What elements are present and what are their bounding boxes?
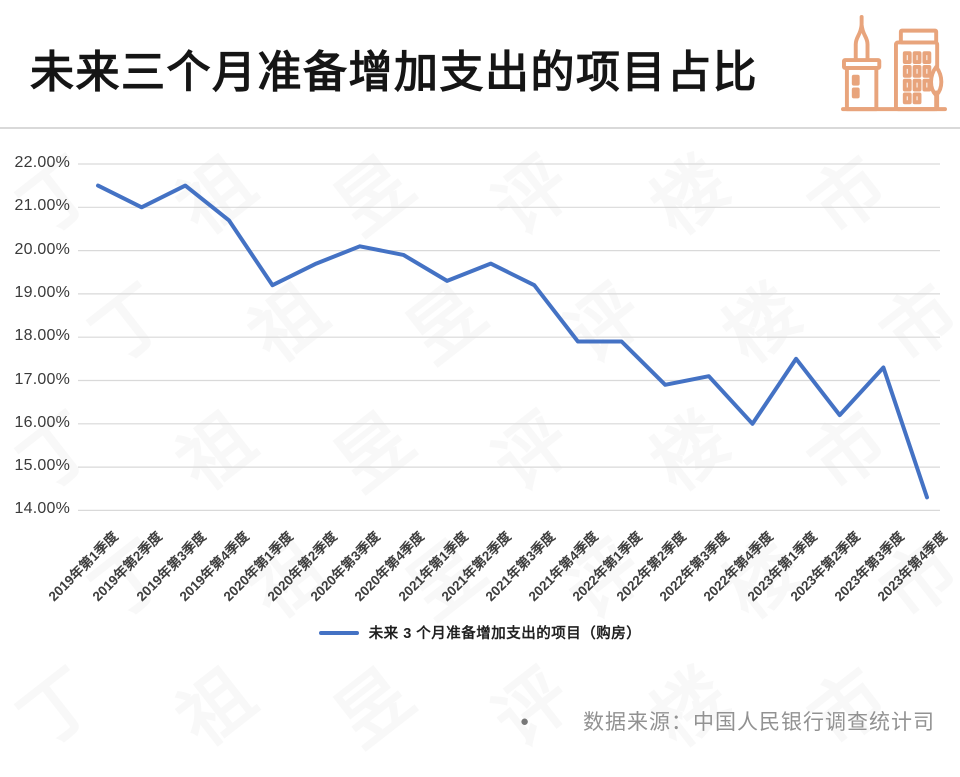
source-row: ● 数据来源：中国人民银行调查统计司 — [520, 706, 935, 736]
legend-line-swatch — [318, 630, 359, 635]
watermark-character: 丁 — [5, 654, 112, 763]
y-axis-tick-label: 18.00% — [14, 327, 70, 345]
header-divider — [0, 127, 960, 129]
legend-label: 未来 3 个月准备增加支出的项目（购房） — [368, 626, 642, 642]
bullet-icon: ● — [519, 712, 529, 730]
city-buildings-icon — [841, 14, 947, 112]
y-axis-tick-label: 16.00% — [14, 413, 70, 431]
watermark-character: 昱 — [321, 654, 428, 763]
page-title: 未来三个月准备增加支出的项目占比 — [30, 48, 758, 97]
y-axis-tick-label: 21.00% — [14, 197, 70, 215]
data-source-text: 数据来源：中国人民银行调查统计司 — [583, 711, 935, 734]
left-building-window — [851, 87, 860, 99]
line-chart-plot — [78, 163, 940, 511]
trend-line-housing-purchase — [96, 183, 929, 500]
watermark-character: 市 — [795, 654, 902, 763]
y-axis-tick-label: 19.00% — [14, 283, 70, 301]
left-building-body — [844, 65, 879, 112]
chart-legend: 未来 3 个月准备增加支出的项目（购房） — [0, 622, 960, 643]
left-building-window — [851, 74, 860, 86]
y-axis-tick-label: 17.00% — [14, 370, 70, 388]
right-building-windows — [902, 51, 932, 105]
watermark-character: 楼 — [637, 654, 744, 763]
chart-area: 22.00% 21.00% 20.00% 19.00% 18.00% 17.00% 16.0… — [0, 140, 960, 640]
tower-dome — [853, 22, 870, 63]
watermark-character: 评 — [479, 654, 586, 763]
y-axis-tick-label: 15.00% — [14, 457, 70, 475]
watermark-character: 祖 — [163, 654, 270, 763]
y-axis-tick-label: 14.00% — [14, 500, 70, 518]
y-axis-tick-label: 22.00% — [14, 154, 70, 171]
y-axis-tick-label: 20.00% — [14, 240, 70, 258]
